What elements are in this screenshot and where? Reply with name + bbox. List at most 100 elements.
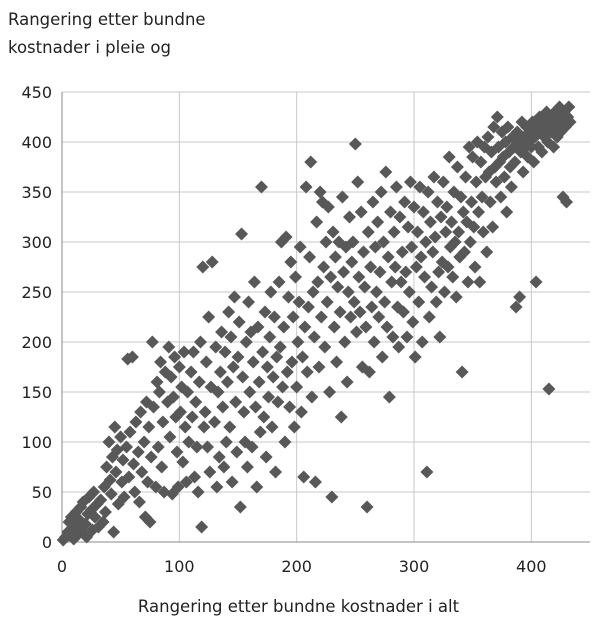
data-point [125, 350, 139, 364]
data-point [350, 325, 364, 339]
data-point [254, 180, 268, 194]
data-point [323, 385, 337, 399]
x-tick-label: 200 [281, 557, 312, 576]
data-point [422, 310, 436, 324]
data-point [494, 190, 508, 204]
data-point [407, 200, 421, 214]
data-point [423, 215, 437, 229]
data-point [331, 280, 345, 294]
data-point [490, 110, 504, 124]
data-point [547, 140, 561, 154]
data-point [508, 155, 522, 169]
data-point [418, 270, 432, 284]
data-point [162, 340, 176, 354]
data-point [149, 480, 163, 494]
data-point [489, 175, 503, 189]
data-point [421, 185, 435, 199]
data-point [253, 425, 267, 439]
data-point [327, 320, 341, 334]
data-point [401, 220, 415, 234]
data-point [338, 335, 352, 349]
data-point [102, 435, 116, 449]
data-point [237, 405, 251, 419]
data-point [184, 365, 198, 379]
data-point [360, 500, 374, 514]
data-point [326, 225, 340, 239]
data-point [212, 450, 226, 464]
data-point [524, 140, 538, 154]
data-point [156, 415, 170, 429]
data-point [375, 350, 389, 364]
data-point [208, 415, 222, 429]
y-tick-label: 300 [21, 233, 52, 252]
data-point [438, 285, 452, 299]
data-point [472, 205, 486, 219]
data-point [330, 355, 344, 369]
data-point [176, 455, 190, 469]
data-point [135, 465, 149, 479]
data-point [359, 320, 373, 334]
data-point [405, 240, 419, 254]
data-point [408, 350, 422, 364]
data-point [247, 275, 261, 289]
data-point [442, 150, 456, 164]
data-points [56, 100, 577, 547]
data-point [137, 435, 151, 449]
data-point [320, 295, 334, 309]
data-point [449, 290, 463, 304]
data-point [266, 370, 280, 384]
data-point [480, 245, 494, 259]
data-point [378, 295, 392, 309]
data-point [120, 440, 134, 454]
data-point [388, 260, 402, 274]
data-point [179, 475, 193, 489]
data-point [94, 493, 108, 507]
data-point [314, 310, 328, 324]
data-point [292, 295, 306, 309]
data-point [563, 115, 577, 129]
data-point [103, 473, 117, 487]
data-point [413, 180, 427, 194]
data-point [334, 410, 348, 424]
data-point [260, 360, 274, 374]
data-point [384, 205, 398, 219]
y-tick-label: 400 [21, 133, 52, 152]
data-point [267, 310, 281, 324]
y-tick-label: 50 [32, 483, 52, 502]
data-point [225, 475, 239, 489]
data-point [403, 175, 417, 189]
data-point [154, 355, 168, 369]
data-point [429, 295, 443, 309]
data-point [347, 295, 361, 309]
data-point [192, 375, 206, 389]
data-point [294, 405, 308, 419]
data-point [290, 380, 304, 394]
data-point [342, 210, 356, 224]
data-point [174, 405, 188, 419]
data-point [163, 430, 177, 444]
data-point [264, 285, 278, 299]
data-point [172, 360, 186, 374]
data-point [220, 375, 234, 389]
data-point [250, 480, 264, 494]
data-point [441, 260, 455, 274]
data-point [142, 420, 156, 434]
data-point [427, 170, 441, 184]
data-point [474, 155, 488, 169]
data-point [265, 420, 279, 434]
data-point [337, 265, 351, 279]
data-point [269, 465, 283, 479]
data-point [104, 487, 118, 501]
data-point [152, 385, 166, 399]
data-point [308, 475, 322, 489]
data-point [303, 250, 317, 264]
data-point [218, 345, 232, 359]
data-point [483, 195, 497, 209]
data-point [354, 205, 368, 219]
data-point [399, 265, 413, 279]
data-point [198, 405, 212, 419]
y-axis-label-line-2: kostnader i pleie og [8, 38, 171, 57]
data-point [189, 395, 203, 409]
data-point [366, 195, 380, 209]
data-point [500, 205, 514, 219]
